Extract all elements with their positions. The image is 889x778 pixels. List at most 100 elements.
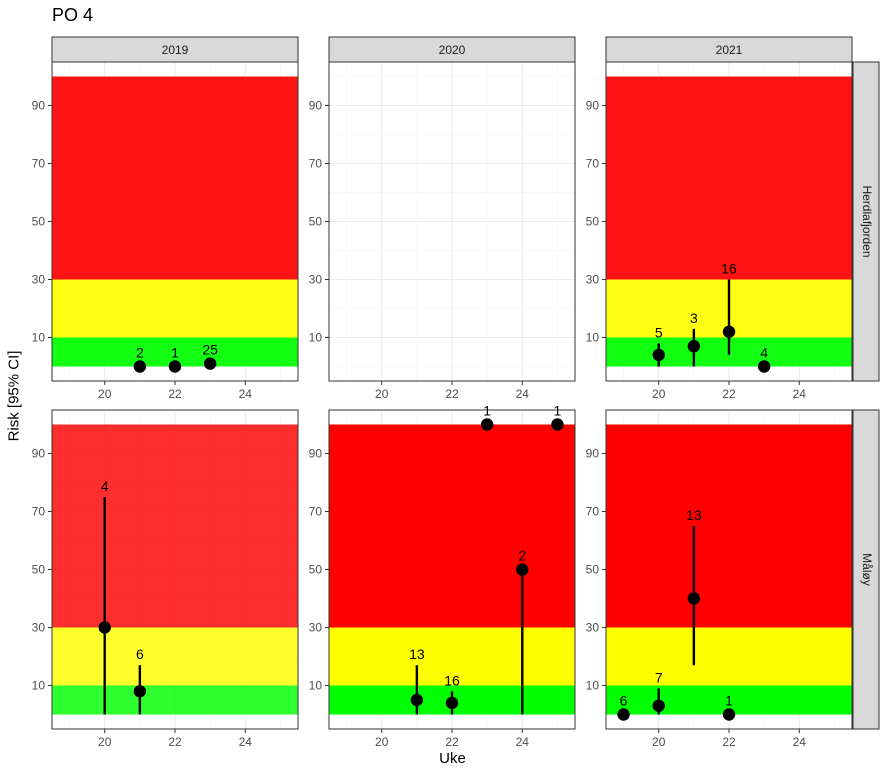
y-tick-label: 90 [309,99,323,113]
risk-band-green [52,685,298,715]
data-point [652,699,665,712]
risk-band-yellow [606,627,852,686]
y-tick-label: 90 [586,99,600,113]
data-point [203,357,217,370]
y-tick-label: 10 [32,331,46,345]
panel-2020-herdlafjorden: 10 30 50 70 90 20 22 24 [309,61,576,401]
data-point [551,418,564,431]
sample-size-label: 1 [725,693,733,709]
risk-band-yellow [329,627,575,686]
panel-2021-mly: 6 7 13 1 10 30 50 70 90 20 22 24 [586,409,853,749]
x-tick-label: 24 [516,735,530,749]
y-tick-label: 10 [586,331,600,345]
y-tick-label: 50 [586,215,600,229]
sample-size-label: 13 [409,646,425,662]
y-tick-label: 90 [586,447,600,461]
data-point [98,621,111,634]
y-tick-label: 50 [309,215,323,229]
data-point [757,360,771,373]
sample-size-label: 4 [760,345,768,361]
sample-size-label: 5 [655,324,663,340]
data-point [687,340,701,353]
y-tick-label: 30 [586,273,600,287]
x-tick-label: 24 [239,387,253,401]
y-tick-label: 50 [32,563,46,577]
x-tick-label: 22 [722,387,736,401]
risk-band-red [606,76,852,280]
y-tick-label: 50 [586,563,600,577]
y-tick-label: 70 [32,157,46,171]
data-point [722,708,736,721]
x-tick-label: 20 [652,735,666,749]
y-tick-label: 10 [32,679,46,693]
sample-size-label: 7 [655,669,663,685]
panel-2019-mly: 4 6 10 30 50 70 90 20 22 24 [32,409,299,749]
y-tick-label: 30 [32,273,46,287]
facet-row-strip-herdlafjorden [852,61,880,382]
sample-size-label: 6 [620,693,628,709]
x-tick-label: 20 [375,387,389,401]
x-tick-label: 22 [168,735,182,749]
x-tick-label: 24 [239,735,253,749]
panel-2021-herdlafjorden: 5 3 16 4 10 30 50 70 90 20 22 24 [586,61,853,401]
x-tick-label: 22 [722,735,736,749]
sample-size-label: 6 [136,646,144,662]
data-point [168,360,182,373]
y-tick-label: 70 [309,157,323,171]
y-tick-label: 90 [32,447,46,461]
risk-band-red [52,424,298,628]
sample-size-label: 13 [686,507,702,523]
sample-size-label: 3 [690,310,698,326]
y-tick-label: 30 [586,621,600,635]
y-axis-title: Risk [95% CI] [5,350,23,442]
data-point [445,696,459,710]
risk-band-red [52,76,298,280]
data-point [652,348,665,362]
facet-strip-label-2020: 2020 [439,43,466,57]
sample-size-label: 2 [136,345,144,361]
sample-size-label: 25 [202,342,218,358]
page-title: PO 4 [52,5,94,25]
y-tick-label: 10 [586,679,600,693]
facet-strip-2019 [51,36,299,63]
x-tick-label: 20 [98,735,112,749]
data-point [516,563,529,576]
y-tick-label: 30 [309,621,323,635]
x-axis-title: Uke [439,750,466,767]
y-tick-label: 90 [32,99,46,113]
sample-size-label: 16 [444,672,460,688]
risk-band-yellow [52,279,298,338]
risk-band-red [329,424,575,628]
y-tick-label: 30 [309,273,323,287]
y-tick-label: 50 [309,563,323,577]
x-tick-label: 22 [168,387,182,401]
facet-strip-2021 [605,36,853,63]
y-tick-label: 70 [586,505,600,519]
sample-size-label: 4 [101,478,109,494]
y-tick-label: 10 [309,331,323,345]
facet-row-label-mly: Måløy [860,553,874,586]
data-point [480,418,494,431]
sample-size-label: 1 [171,345,179,361]
sample-size-label: 16 [721,261,737,277]
facet-strip-label-2021: 2021 [716,43,743,57]
data-point [133,360,147,373]
y-tick-label: 50 [32,215,46,229]
risk-band-red [606,424,852,628]
y-tick-label: 10 [309,679,323,693]
sample-size-label: 2 [518,548,526,564]
data-point [410,693,424,707]
data-point [687,592,701,605]
y-tick-label: 70 [586,157,600,171]
facet-row-strip-mly [852,409,880,730]
x-tick-label: 22 [445,735,459,749]
x-tick-label: 20 [652,387,666,401]
y-tick-label: 70 [309,505,323,519]
x-tick-label: 20 [98,387,112,401]
data-point [133,685,147,698]
facet-strip-label-2019: 2019 [162,43,189,57]
x-tick-label: 22 [445,387,459,401]
